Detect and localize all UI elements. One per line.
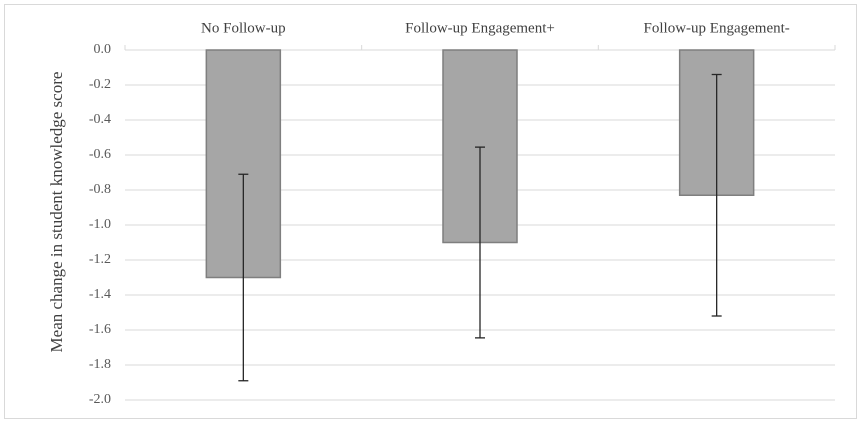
y-tick-label: -0.2 bbox=[89, 77, 111, 92]
x-tick-label: Follow-up Engagement- bbox=[644, 20, 790, 36]
y-tick-label: -1.8 bbox=[89, 357, 111, 372]
y-tick-label: -0.6 bbox=[89, 147, 111, 162]
y-tick-label: -1.0 bbox=[89, 217, 111, 232]
y-tick-label: -0.4 bbox=[89, 112, 111, 127]
chart-border bbox=[4, 4, 857, 419]
y-tick-label: -2.0 bbox=[89, 392, 111, 407]
y-tick-label: 0.0 bbox=[94, 42, 112, 57]
y-tick-label: -1.4 bbox=[89, 287, 111, 302]
x-tick-label: Follow-up Engagement+ bbox=[405, 20, 555, 36]
y-tick-label: -1.6 bbox=[89, 322, 111, 337]
y-axis-title: Mean change in student knowledge score bbox=[47, 71, 66, 353]
y-tick-label: -1.2 bbox=[89, 252, 111, 267]
error-bar bbox=[711, 73, 722, 317]
y-tick-label: -0.8 bbox=[89, 182, 111, 197]
error-bar bbox=[475, 146, 485, 339]
error-bar bbox=[238, 173, 249, 382]
x-tick-label: No Follow-up bbox=[201, 20, 286, 36]
